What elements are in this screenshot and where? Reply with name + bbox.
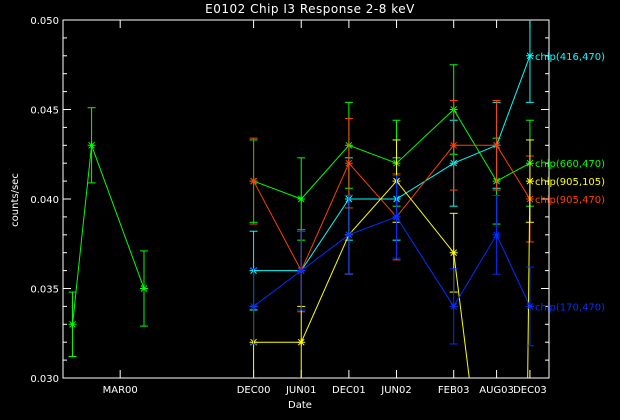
data-point <box>492 230 501 239</box>
series-group <box>68 107 148 358</box>
series-line <box>253 144 531 272</box>
series-group <box>249 100 534 313</box>
data-point <box>249 177 258 186</box>
data-point <box>68 320 77 329</box>
data-point <box>297 338 306 347</box>
plot-area: 0.030 0.035 0.040 0.045 0.050 MAR00 DEC00 JUN01… <box>30 16 605 396</box>
x-tick-label: FEB03 <box>438 385 470 396</box>
series-label: chip(416,470) <box>535 52 605 63</box>
series-group <box>249 20 534 311</box>
data-point <box>87 141 96 150</box>
data-point <box>525 51 534 60</box>
data-point <box>392 212 401 221</box>
y-axis-label: counts/sec <box>10 173 21 227</box>
y-tick-label: 0.050 <box>30 16 59 27</box>
x-axis-label: Date <box>288 400 312 411</box>
series-label: chip(905,470) <box>535 195 605 206</box>
data-point <box>492 141 501 150</box>
x-tick-label: JUN02 <box>380 385 411 396</box>
x-tick-label: DEC01 <box>332 385 366 396</box>
data-point <box>449 302 458 311</box>
series-line <box>253 180 531 378</box>
y-tick-label: 0.030 <box>30 374 59 385</box>
series-line <box>253 55 531 272</box>
series-line <box>253 216 531 308</box>
series-group <box>249 175 534 347</box>
series-label: chip(660,470) <box>535 159 605 170</box>
data-point <box>449 248 458 257</box>
chart-title: E0102 Chip I3 Response 2-8 keV <box>205 2 415 16</box>
x-tick-label: JUN01 <box>285 385 316 396</box>
y-tick-label: 0.035 <box>30 285 59 296</box>
data-point <box>344 230 353 239</box>
x-tick-label: MAR00 <box>103 385 138 396</box>
x-tick-label: DEC03 <box>513 385 547 396</box>
series-layer <box>68 20 534 378</box>
data-point <box>525 177 534 186</box>
data-point <box>449 141 458 150</box>
data-point <box>525 302 534 311</box>
x-tick-label: DEC00 <box>237 385 271 396</box>
data-point <box>140 284 148 293</box>
series-line <box>253 108 531 200</box>
y-tick-label: 0.040 <box>30 195 59 206</box>
series-group <box>249 64 534 241</box>
series-label: chip(170,470) <box>535 302 605 313</box>
x-tick-label: AUG03 <box>479 385 514 396</box>
data-point <box>297 266 306 275</box>
series-line <box>72 145 145 325</box>
series-group <box>249 139 534 378</box>
data-point <box>297 195 306 203</box>
data-point <box>249 302 258 311</box>
series-label: chip(905,105) <box>535 177 605 188</box>
plot-frame <box>62 19 550 379</box>
y-tick-label: 0.045 <box>30 106 59 117</box>
data-point <box>344 159 353 168</box>
